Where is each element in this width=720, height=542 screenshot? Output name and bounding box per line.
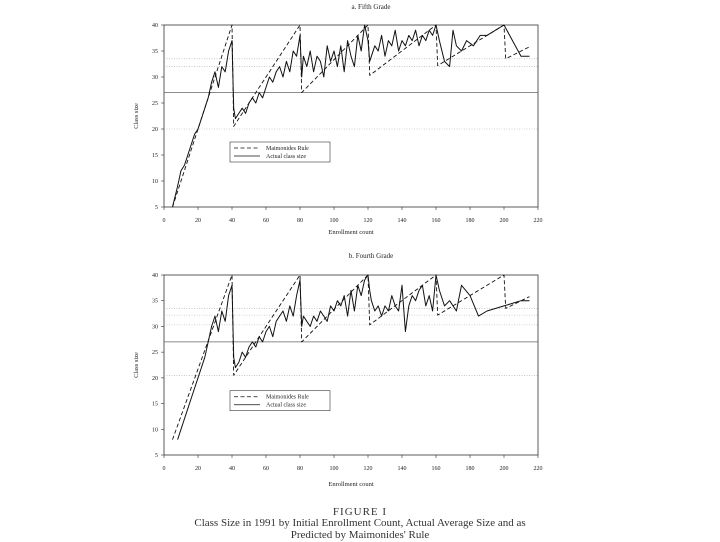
x-tick-label: 200 [500,218,509,224]
x-tick-label: 100 [330,218,339,224]
x-tick-label: 0 [163,218,166,224]
series-actual-class-size [172,24,530,208]
panel-fifth-grade: 0 20 40 60 80 100 120 140 160 180 200 220 5 10 15 20 25 3… [133,3,543,236]
legend-box [229,390,331,412]
x-tick-label: 140 [398,466,407,472]
series-maimonides-rule [172,274,530,440]
plot-frame [163,274,539,456]
legend-box [229,141,331,163]
plot-frame [163,24,539,208]
y-tick-label: 25 [152,350,158,356]
y-tick-label: 5 [155,205,158,211]
x-tick-label: 220 [534,466,543,472]
y-tick-label: 10 [152,427,158,433]
y-tick-label: 40 [152,273,158,279]
y-axis-label: Class size [133,352,140,378]
panel-title: b. Fourth Grade [349,252,394,260]
x-axis-label: Enrollment count [328,229,374,236]
x-tick-label: 80 [297,466,303,472]
y-tick-label: 35 [152,49,158,55]
x-tick-label: 80 [297,218,303,224]
y-tick-label: 20 [152,127,158,133]
x-tick-label: 20 [195,218,201,224]
x-axis-label: Enrollment count [328,481,374,488]
y-tick-label: 15 [152,153,158,159]
x-tick-label: 40 [229,466,235,472]
x-tick-label: 20 [195,466,201,472]
y-tick-label: 5 [155,453,158,459]
y-tick-label: 20 [152,376,158,382]
y-tick-label: 40 [152,23,158,29]
series-maimonides-rule [172,24,530,208]
x-tick-label: 40 [229,218,235,224]
y-tick-label: 10 [152,179,158,185]
panel-title: a. Fifth Grade [351,3,390,11]
x-tick-label: 60 [263,218,269,224]
legend-label: Maimonides Rule [266,146,309,152]
x-tick-label: 220 [534,218,543,224]
y-tick-label: 35 [152,299,158,305]
x-tick-label: 200 [500,466,509,472]
y-tick-label: 15 [152,402,158,408]
y-tick-label: 30 [152,75,158,81]
y-axis-label: Class size [133,103,140,129]
legend-label: Maimonides Rule [266,395,309,401]
legend-label: Actual class size [266,403,306,409]
x-tick-label: 140 [398,218,407,224]
x-tick-label: 160 [432,218,441,224]
x-tick-label: 160 [432,466,441,472]
legend-label: Actual class size [266,154,306,160]
x-tick-label: 120 [364,466,373,472]
x-tick-label: 60 [263,466,269,472]
y-tick-label: 25 [152,101,158,107]
x-tick-label: 180 [466,466,475,472]
series-actual-class-size [177,274,530,440]
x-tick-label: 100 [330,466,339,472]
x-tick-label: 120 [364,218,373,224]
caption-line-1: Class Size in 1991 by Initial Enrollment… [194,517,526,529]
x-tick-label: 0 [163,466,166,472]
caption-line-2: Predicted by Maimonides' Rule [290,529,430,541]
x-tick-label: 180 [466,218,475,224]
y-tick-label: 30 [152,324,158,330]
figure-label: FIGURE I [332,506,388,518]
panel-fourth-grade: 0 20 40 60 80 100 120 140 160 180 200 220 5 10 15 20 25 3… [133,252,543,488]
